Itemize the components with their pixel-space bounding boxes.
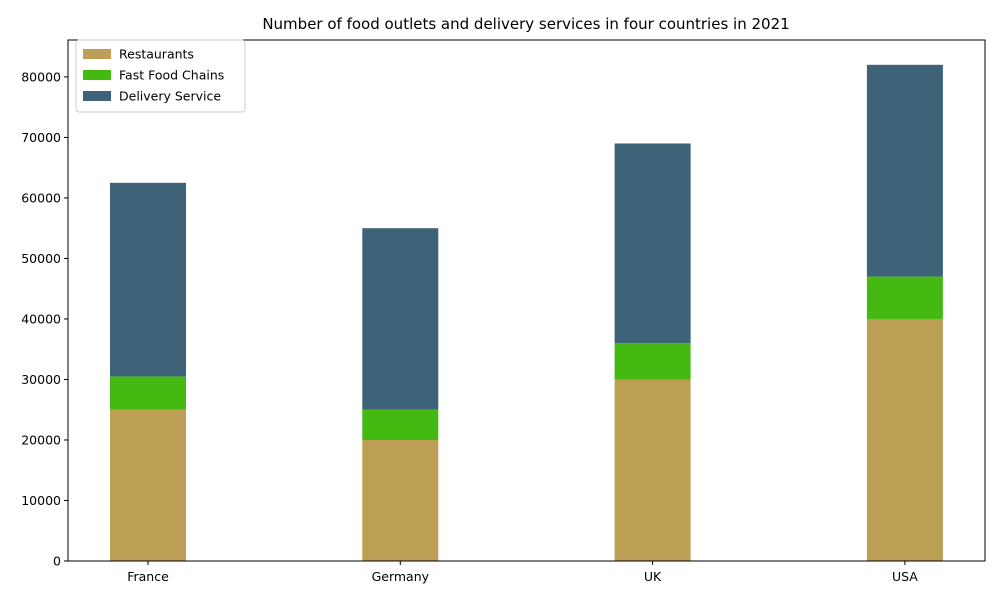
y-tick-label: 10000 [21,493,61,508]
bar-fast-food-chains-france [110,376,186,410]
bar-delivery-service-uk [614,143,691,344]
axes: 0 10000 20000 30000 40000 50000 60000 70000 8000… [21,39,986,584]
x-tick-label: UK [644,569,662,584]
bar-fast-food-chains-usa [866,276,943,319]
legend-swatch [83,91,111,101]
legend-label: Fast Food Chains [119,68,224,83]
y-tick-label: 40000 [21,311,61,326]
bar-restaurants-usa [866,318,943,561]
legend-label: Restaurants [119,47,194,62]
bar-restaurants-germany [362,439,439,561]
bar-restaurants-uk [614,379,691,561]
y-tick-label: 70000 [21,130,61,145]
bar-fast-food-chains-uk [614,343,691,380]
y-tick-label: 80000 [21,69,61,84]
bar-delivery-service-france [110,182,186,377]
legend: Restaurants Fast Food Chains Delivery Serv… [75,39,246,113]
y-tick-label: 50000 [21,251,61,266]
x-tick-label: France [127,569,169,584]
y-tick-label: 0 [53,554,61,569]
x-tick-label: USA [892,569,918,584]
bars [110,64,943,561]
y-tick-label: 60000 [21,190,61,205]
x-tick-label: Germany [372,569,430,584]
y-tick-label: 20000 [21,432,61,447]
y-tick-label: 30000 [21,372,61,387]
plot-frame [67,39,986,562]
legend-box [75,39,246,113]
legend-swatch [83,49,111,59]
chart-title: Number of food outlets and delivery serv… [262,15,789,33]
bar-delivery-service-germany [362,228,439,410]
bar-delivery-service-usa [866,64,943,277]
legend-label: Delivery Service [119,89,221,104]
bar-fast-food-chains-germany [362,409,439,440]
legend-swatch [83,70,111,80]
bar-restaurants-france [110,409,186,561]
